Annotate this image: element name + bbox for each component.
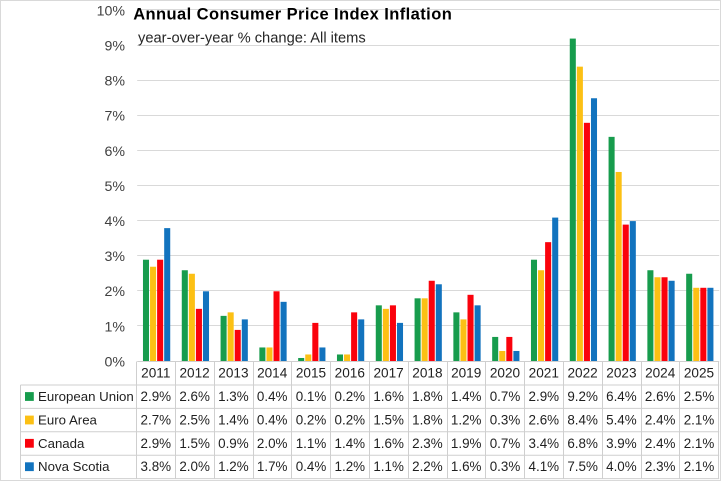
svg-text:2022: 2022: [567, 365, 597, 380]
svg-text:9.2%: 9.2%: [567, 389, 598, 404]
svg-text:1.5%: 1.5%: [373, 412, 404, 427]
svg-text:2023: 2023: [606, 365, 636, 380]
svg-text:6.4%: 6.4%: [606, 389, 637, 404]
svg-text:2.3%: 2.3%: [412, 436, 443, 451]
svg-text:2017: 2017: [373, 365, 403, 380]
svg-text:0.3%: 0.3%: [490, 459, 521, 474]
svg-text:1.8%: 1.8%: [412, 412, 443, 427]
svg-text:2.5%: 2.5%: [684, 389, 715, 404]
svg-text:1.6%: 1.6%: [451, 459, 482, 474]
svg-text:2.0%: 2.0%: [257, 436, 288, 451]
svg-text:1.1%: 1.1%: [296, 436, 327, 451]
svg-text:2.4%: 2.4%: [645, 436, 676, 451]
svg-text:7%: 7%: [104, 109, 125, 125]
svg-text:2.1%: 2.1%: [684, 412, 715, 427]
svg-text:2011: 2011: [141, 365, 170, 380]
svg-text:2018: 2018: [412, 365, 442, 380]
svg-text:2.7%: 2.7%: [141, 412, 172, 427]
svg-text:2019: 2019: [451, 365, 481, 380]
svg-text:2020: 2020: [490, 365, 521, 380]
svg-text:2.6%: 2.6%: [179, 389, 210, 404]
svg-text:3.4%: 3.4%: [529, 436, 560, 451]
svg-text:Annual Consumer Price Index In: Annual Consumer Price Index Inflation: [133, 5, 452, 23]
svg-text:2024: 2024: [645, 365, 676, 380]
svg-text:2014: 2014: [257, 365, 288, 380]
svg-text:3.9%: 3.9%: [606, 436, 637, 451]
svg-text:0.4%: 0.4%: [257, 412, 288, 427]
svg-text:0.4%: 0.4%: [296, 459, 327, 474]
svg-text:9%: 9%: [104, 39, 125, 55]
svg-text:2015: 2015: [296, 365, 326, 380]
svg-text:1.4%: 1.4%: [218, 412, 249, 427]
svg-text:1.4%: 1.4%: [335, 436, 366, 451]
svg-text:1.8%: 1.8%: [412, 389, 443, 404]
svg-text:4.1%: 4.1%: [529, 459, 560, 474]
svg-text:2.3%: 2.3%: [645, 459, 676, 474]
svg-text:5.4%: 5.4%: [606, 412, 637, 427]
svg-text:2.5%: 2.5%: [179, 412, 210, 427]
svg-text:2.9%: 2.9%: [529, 389, 560, 404]
svg-text:2.4%: 2.4%: [645, 412, 676, 427]
svg-text:0.4%: 0.4%: [257, 389, 288, 404]
svg-text:0.1%: 0.1%: [296, 389, 327, 404]
svg-text:0%: 0%: [104, 354, 125, 370]
svg-text:0.7%: 0.7%: [490, 389, 521, 404]
svg-text:2025: 2025: [684, 365, 714, 380]
svg-text:6%: 6%: [104, 144, 125, 160]
svg-text:Euro Area: Euro Area: [38, 412, 98, 427]
svg-text:1.5%: 1.5%: [179, 436, 210, 451]
svg-text:2016: 2016: [335, 365, 365, 380]
svg-text:1.4%: 1.4%: [451, 389, 482, 404]
svg-text:0.2%: 0.2%: [296, 412, 327, 427]
svg-text:2.0%: 2.0%: [179, 459, 210, 474]
svg-text:1.1%: 1.1%: [373, 459, 404, 474]
svg-text:1%: 1%: [104, 319, 125, 335]
svg-text:3%: 3%: [104, 249, 125, 265]
svg-text:Nova Scotia: Nova Scotia: [38, 459, 110, 474]
svg-text:2.1%: 2.1%: [684, 436, 715, 451]
svg-text:1.3%: 1.3%: [218, 389, 249, 404]
svg-text:2.9%: 2.9%: [141, 389, 172, 404]
svg-text:2.2%: 2.2%: [412, 459, 443, 474]
svg-text:0.2%: 0.2%: [335, 412, 366, 427]
svg-text:8%: 8%: [104, 74, 125, 90]
svg-text:year-over-year % change: All i: year-over-year % change: All items: [138, 30, 366, 46]
svg-text:2021: 2021: [529, 365, 559, 380]
svg-text:10%: 10%: [97, 3, 126, 19]
svg-text:0.2%: 0.2%: [335, 389, 366, 404]
svg-text:0.3%: 0.3%: [490, 412, 521, 427]
svg-text:2.1%: 2.1%: [684, 459, 715, 474]
svg-text:2012: 2012: [179, 365, 209, 380]
svg-text:0.7%: 0.7%: [490, 436, 521, 451]
svg-text:2.6%: 2.6%: [645, 389, 676, 404]
svg-text:2013: 2013: [218, 365, 248, 380]
svg-text:Canada: Canada: [38, 436, 85, 451]
svg-text:1.6%: 1.6%: [373, 436, 404, 451]
svg-text:1.7%: 1.7%: [257, 459, 288, 474]
svg-text:7.5%: 7.5%: [567, 459, 598, 474]
svg-text:1.2%: 1.2%: [335, 459, 366, 474]
svg-text:1.9%: 1.9%: [451, 436, 482, 451]
svg-text:6.8%: 6.8%: [567, 436, 598, 451]
svg-text:3.8%: 3.8%: [141, 459, 172, 474]
svg-text:1.2%: 1.2%: [218, 459, 249, 474]
svg-text:2.6%: 2.6%: [529, 412, 560, 427]
svg-text:European Union: European Union: [38, 389, 134, 404]
svg-text:8.4%: 8.4%: [567, 412, 598, 427]
svg-text:5%: 5%: [104, 179, 125, 195]
svg-text:4.0%: 4.0%: [606, 459, 637, 474]
svg-text:1.2%: 1.2%: [451, 412, 482, 427]
svg-text:1.6%: 1.6%: [373, 389, 404, 404]
svg-text:2%: 2%: [104, 284, 125, 300]
svg-text:2.9%: 2.9%: [141, 436, 172, 451]
svg-text:4%: 4%: [104, 214, 125, 230]
svg-text:0.9%: 0.9%: [218, 436, 249, 451]
